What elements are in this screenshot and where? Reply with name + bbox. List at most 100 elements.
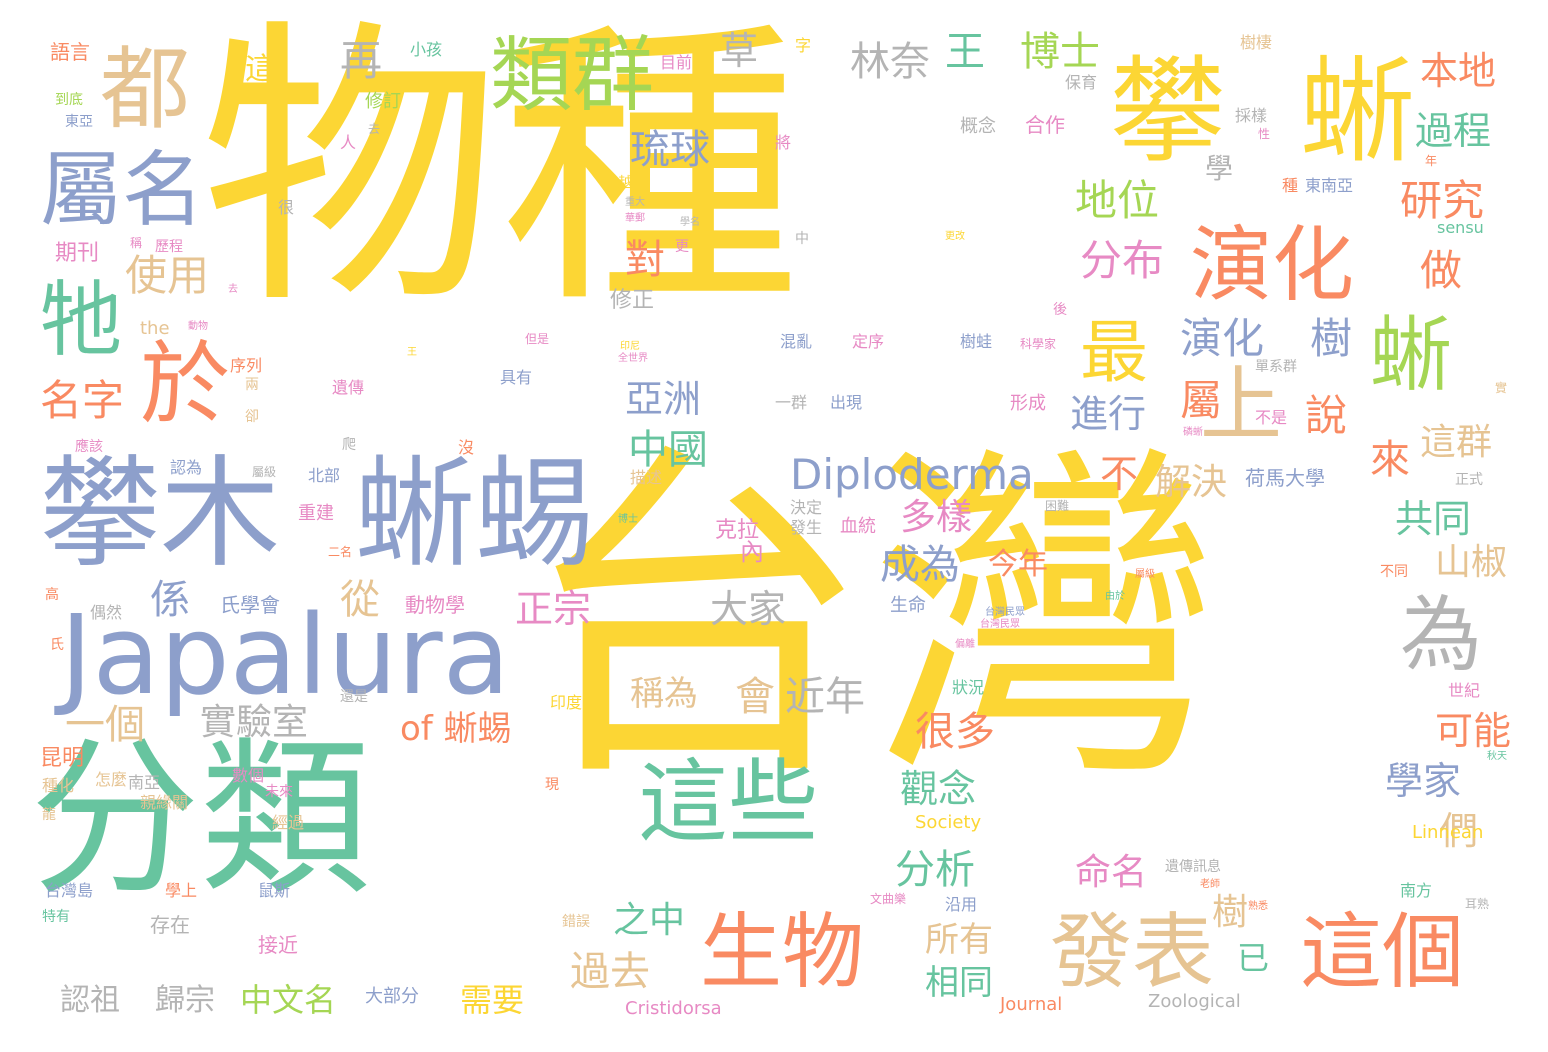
cloud-word: 山椒 bbox=[1435, 542, 1508, 583]
cloud-word: 採樣 bbox=[1235, 106, 1268, 125]
cloud-word: 種 bbox=[1282, 176, 1299, 195]
cloud-word: 認祖 bbox=[60, 983, 120, 1018]
cloud-word: 大家 bbox=[710, 587, 787, 631]
cloud-word: 形成 bbox=[1010, 393, 1046, 414]
cloud-word: 近年 bbox=[785, 674, 865, 720]
cloud-word: 學家 bbox=[1385, 759, 1462, 803]
cloud-word: 很 bbox=[278, 198, 295, 217]
cloud-word: 大部分 bbox=[365, 986, 419, 1007]
cloud-word: Cristidorsa bbox=[625, 998, 722, 1019]
cloud-word: 動物 bbox=[188, 321, 208, 332]
cloud-word: 蜥 bbox=[1300, 45, 1416, 179]
cloud-word: sensu bbox=[1437, 218, 1484, 237]
cloud-word: 實 bbox=[1495, 381, 1508, 395]
cloud-word: 卻 bbox=[245, 409, 259, 425]
cloud-word: 屬級 bbox=[1135, 569, 1155, 580]
cloud-word: 重大 bbox=[625, 197, 645, 208]
cloud-word: 樹蛙 bbox=[960, 332, 993, 351]
cloud-word: 可能 bbox=[1435, 709, 1512, 753]
cloud-word: 但是 bbox=[525, 332, 550, 346]
cloud-word: the bbox=[140, 318, 170, 339]
cloud-word: 會 bbox=[735, 674, 775, 720]
cloud-word: 學名 bbox=[680, 217, 700, 228]
cloud-word: 華郵 bbox=[625, 213, 645, 224]
cloud-word: 印度 bbox=[550, 693, 583, 712]
cloud-word: 單系群 bbox=[1255, 359, 1297, 375]
cloud-word: 氏學會 bbox=[220, 593, 280, 617]
cloud-word: 年 bbox=[1425, 154, 1438, 168]
cloud-word: 研究 bbox=[1400, 176, 1485, 225]
cloud-word: 演化 bbox=[1190, 218, 1355, 313]
cloud-word: 們 bbox=[1440, 809, 1479, 853]
cloud-word: 生命 bbox=[890, 595, 926, 616]
cloud-word: 合作 bbox=[1025, 113, 1065, 137]
cloud-word: 全世界 bbox=[618, 353, 648, 364]
cloud-word: 攀木 bbox=[40, 445, 280, 584]
cloud-word: 樹 bbox=[1212, 892, 1249, 933]
cloud-word: 中國 bbox=[628, 427, 708, 473]
cloud-word: 再 bbox=[340, 36, 383, 85]
cloud-word: 定序 bbox=[852, 332, 885, 351]
cloud-word: 內 bbox=[740, 538, 764, 566]
cloud-word: 生物 bbox=[700, 905, 865, 1000]
cloud-word: 係 bbox=[150, 577, 190, 623]
cloud-word: 狀況 bbox=[952, 678, 985, 697]
cloud-word: 博士 bbox=[1020, 29, 1100, 75]
cloud-word: Diploderma bbox=[790, 450, 1034, 499]
cloud-word: 從 bbox=[340, 577, 380, 623]
cloud-word: 發生 bbox=[790, 518, 823, 537]
cloud-word: 都 bbox=[100, 37, 190, 142]
cloud-word: 兩 bbox=[245, 377, 259, 393]
cloud-word: 分布 bbox=[1080, 236, 1165, 285]
cloud-word: 遺傳 bbox=[332, 378, 365, 397]
cloud-word: 這 bbox=[245, 52, 275, 87]
cloud-word: 已 bbox=[1237, 939, 1270, 977]
cloud-word: 地位 bbox=[1075, 176, 1160, 225]
cloud-word: 龍 bbox=[42, 807, 56, 823]
cloud-word: 困難 bbox=[1045, 499, 1070, 513]
cloud-word: 親緣關 bbox=[140, 793, 189, 812]
cloud-word: 林奈 bbox=[850, 39, 930, 85]
cloud-word: 很多 bbox=[915, 709, 995, 755]
cloud-word: 王 bbox=[945, 29, 985, 75]
cloud-word: 偏離 bbox=[955, 639, 975, 650]
cloud-word: 血統 bbox=[840, 516, 876, 537]
cloud-word: 更改 bbox=[945, 231, 965, 242]
cloud-word: 這些 bbox=[638, 750, 818, 855]
cloud-word: 科學家 bbox=[1020, 337, 1057, 351]
cloud-word: 說 bbox=[1305, 391, 1348, 440]
cloud-word: 成為 bbox=[880, 542, 960, 588]
cloud-word: 命名 bbox=[1075, 852, 1148, 893]
cloud-word: 沿用 bbox=[945, 895, 978, 914]
cloud-word: 去 bbox=[228, 284, 238, 295]
cloud-word: 所有 bbox=[925, 920, 993, 960]
cloud-word: 克拉 bbox=[715, 518, 760, 543]
cloud-word: 學 bbox=[1205, 152, 1234, 185]
cloud-word: 名字 bbox=[40, 376, 125, 425]
cloud-word: 字 bbox=[795, 36, 812, 55]
cloud-word: 還是 bbox=[340, 689, 368, 705]
cloud-word: 正式 bbox=[1455, 472, 1483, 488]
cloud-word: 鼠斯 bbox=[258, 881, 291, 900]
cloud-word: 去 bbox=[368, 122, 381, 136]
cloud-word: 到底 bbox=[55, 92, 83, 108]
cloud-word: Zoological bbox=[1148, 991, 1241, 1012]
cloud-word: 正宗 bbox=[515, 587, 592, 631]
cloud-word: 使用 bbox=[125, 251, 210, 300]
cloud-word: 最 bbox=[1080, 314, 1149, 393]
cloud-word: 台灣 bbox=[520, 416, 1220, 824]
cloud-word: 小孩 bbox=[410, 40, 443, 59]
cloud-word: 發表 bbox=[1050, 905, 1215, 1000]
cloud-word: 描述 bbox=[630, 468, 663, 487]
cloud-word: 錯誤 bbox=[562, 914, 590, 930]
cloud-word: 實驗室 bbox=[200, 702, 309, 743]
cloud-word: 重建 bbox=[298, 503, 334, 524]
cloud-word: 樹 bbox=[1310, 314, 1353, 363]
cloud-word: 認為 bbox=[170, 458, 203, 477]
cloud-word: 之中 bbox=[613, 900, 686, 941]
cloud-word: 博士 bbox=[618, 514, 638, 525]
cloud-word: 屬級 bbox=[252, 465, 277, 479]
cloud-word: 屬名 bbox=[40, 143, 205, 238]
cloud-word: 未來 bbox=[265, 784, 293, 800]
cloud-word: 越 bbox=[618, 175, 632, 191]
